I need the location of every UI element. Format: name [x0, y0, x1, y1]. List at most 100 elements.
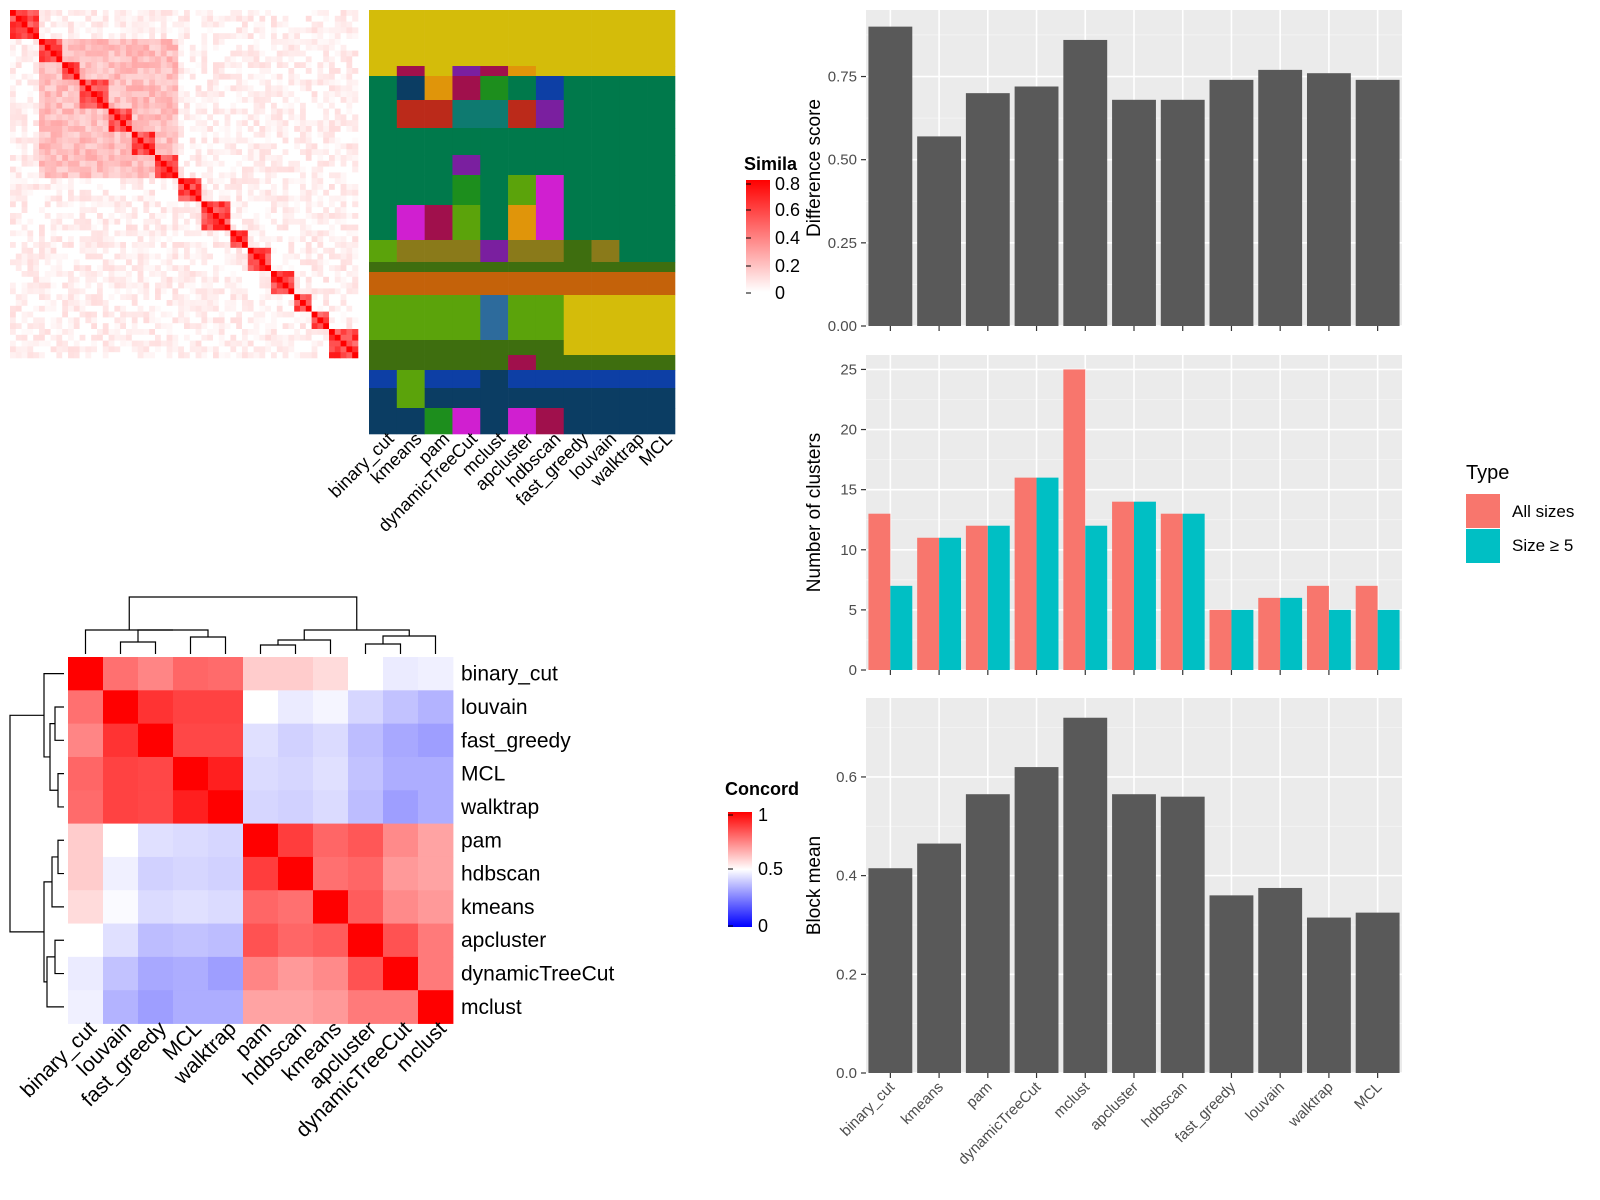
similarity-cell — [166, 213, 173, 220]
similarity-cell — [50, 213, 57, 220]
similarity-cell — [259, 352, 266, 359]
similarity-cell — [282, 155, 289, 162]
similarity-cell — [265, 68, 272, 75]
similarity-cell — [137, 294, 144, 301]
similarity-cell — [79, 50, 86, 57]
similarity-cell — [10, 166, 17, 173]
y-tick-label: 0.00 — [828, 318, 857, 335]
similarity-cell — [340, 213, 347, 220]
similarity-cell — [294, 108, 301, 115]
similarity-cell — [236, 149, 243, 156]
similarity-cell — [195, 189, 202, 196]
membership-cell — [396, 175, 425, 206]
similarity-cell — [143, 259, 150, 266]
similarity-cell — [137, 56, 144, 63]
similarity-cell — [329, 85, 336, 92]
similarity-cell — [178, 300, 185, 307]
similarity-cell — [172, 230, 179, 237]
concordance-cell — [383, 890, 419, 924]
membership-cell — [424, 155, 453, 176]
similarity-cell — [352, 108, 359, 115]
similarity-cell — [218, 189, 225, 196]
similarity-cell — [137, 131, 144, 138]
similarity-cell — [39, 311, 46, 318]
similarity-cell — [323, 288, 330, 295]
similarity-cell — [79, 108, 86, 115]
similarity-cell — [33, 149, 40, 156]
similarity-cell — [224, 33, 231, 40]
similarity-cell — [50, 242, 57, 249]
membership-cell — [591, 76, 620, 101]
similarity-cell — [340, 189, 347, 196]
similarity-cell — [143, 288, 150, 295]
similarity-cell — [294, 305, 301, 312]
similarity-cell — [201, 184, 208, 191]
similarity-cell — [91, 149, 98, 156]
similarity-cell — [352, 311, 359, 318]
similarity-cell — [352, 21, 359, 28]
similarity-cell — [85, 166, 92, 173]
similarity-cell — [27, 259, 34, 266]
similarity-cell — [73, 120, 80, 127]
similarity-cell — [33, 97, 40, 104]
similarity-cell — [213, 201, 220, 208]
membership-cell — [480, 408, 509, 435]
similarity-cell — [126, 172, 133, 179]
similarity-cell — [114, 265, 121, 272]
similarity-cell — [253, 166, 260, 173]
similarity-cell — [73, 85, 80, 92]
similarity-cell — [236, 276, 243, 283]
similarity-cell — [149, 39, 156, 46]
similarity-cell — [33, 276, 40, 283]
similarity-cell — [317, 97, 324, 104]
similarity-cell — [50, 323, 57, 330]
similarity-cell — [114, 195, 121, 202]
similarity-cell — [276, 79, 283, 86]
similarity-cell — [236, 311, 243, 318]
similarity-cell — [160, 114, 167, 121]
similarity-cell — [131, 259, 138, 266]
similarity-cell — [10, 172, 17, 179]
similarity-cell — [352, 288, 359, 295]
similarity-cell — [305, 166, 312, 173]
concordance-cell — [243, 890, 279, 924]
similarity-cell — [201, 236, 208, 243]
similarity-cell — [184, 149, 191, 156]
similarity-cell — [137, 155, 144, 162]
similarity-cell — [79, 27, 86, 34]
similarity-cell — [207, 39, 214, 46]
similarity-cell — [137, 166, 144, 173]
similarity-cell — [201, 126, 208, 133]
similarity-cell — [68, 120, 75, 127]
similarity-cell — [294, 91, 301, 98]
similarity-cell — [166, 271, 173, 278]
dendrogram-branch — [128, 596, 358, 630]
similarity-cell — [323, 224, 330, 231]
similarity-cell — [288, 201, 295, 208]
similarity-cell — [288, 50, 295, 57]
similarity-cell — [305, 305, 312, 312]
similarity-cell — [189, 166, 196, 173]
similarity-cell — [242, 294, 249, 301]
similarity-cell — [305, 137, 312, 144]
similarity-cell — [294, 218, 301, 225]
similarity-cell — [334, 346, 341, 353]
similarity-cell — [294, 85, 301, 92]
similarity-cell — [218, 201, 225, 208]
similarity-cell — [340, 201, 347, 208]
similarity-cell — [73, 178, 80, 185]
similarity-cell — [276, 126, 283, 133]
similarity-cell — [189, 91, 196, 98]
similarity-cell — [224, 329, 231, 336]
similarity-cell — [189, 282, 196, 289]
similarity-cell — [137, 201, 144, 208]
similarity-cell — [56, 236, 63, 243]
similarity-cell — [149, 253, 156, 260]
similarity-cell — [62, 160, 69, 167]
similarity-cell — [259, 85, 266, 92]
similarity-cell — [300, 172, 307, 179]
similarity-cell — [247, 242, 254, 249]
similarity-cell — [305, 189, 312, 196]
similarity-cell — [276, 15, 283, 22]
y-tick-label: 0 — [849, 662, 857, 679]
